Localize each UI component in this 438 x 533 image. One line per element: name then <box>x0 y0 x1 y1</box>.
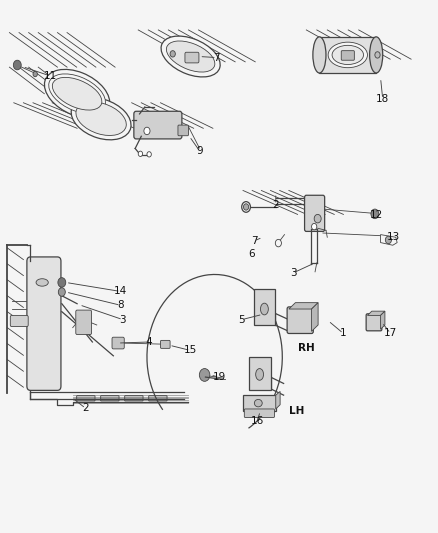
Text: 14: 14 <box>114 286 127 296</box>
Circle shape <box>244 204 249 210</box>
Ellipse shape <box>44 69 110 118</box>
Text: 2: 2 <box>272 200 279 210</box>
FancyBboxPatch shape <box>341 51 354 60</box>
Ellipse shape <box>332 45 364 64</box>
Text: 5: 5 <box>238 314 245 325</box>
Text: LH: LH <box>289 406 304 416</box>
Text: 13: 13 <box>387 232 400 243</box>
Text: 7: 7 <box>251 236 257 246</box>
FancyBboxPatch shape <box>366 314 382 331</box>
Text: 7: 7 <box>213 53 220 62</box>
Ellipse shape <box>256 368 264 380</box>
Text: 3: 3 <box>290 268 297 278</box>
FancyBboxPatch shape <box>11 316 28 327</box>
Circle shape <box>58 278 66 287</box>
Polygon shape <box>311 303 318 332</box>
Circle shape <box>199 368 210 381</box>
Polygon shape <box>381 311 385 329</box>
Polygon shape <box>276 391 280 409</box>
Circle shape <box>276 239 282 247</box>
Circle shape <box>311 223 317 230</box>
FancyBboxPatch shape <box>160 341 170 349</box>
Polygon shape <box>381 235 397 245</box>
Ellipse shape <box>370 37 383 73</box>
Circle shape <box>147 274 283 439</box>
Text: 11: 11 <box>44 71 57 81</box>
Circle shape <box>33 71 37 77</box>
Ellipse shape <box>254 399 262 407</box>
Polygon shape <box>319 37 376 73</box>
Ellipse shape <box>261 303 268 315</box>
FancyBboxPatch shape <box>249 357 271 390</box>
Text: 2: 2 <box>82 403 89 414</box>
FancyBboxPatch shape <box>77 395 95 401</box>
Circle shape <box>375 52 380 58</box>
FancyBboxPatch shape <box>27 257 61 390</box>
Ellipse shape <box>313 37 326 73</box>
Circle shape <box>144 127 150 135</box>
Text: 12: 12 <box>370 211 383 221</box>
Text: 19: 19 <box>212 372 226 382</box>
Text: 18: 18 <box>376 94 389 104</box>
Circle shape <box>13 60 21 70</box>
FancyBboxPatch shape <box>76 310 92 335</box>
Circle shape <box>314 214 321 223</box>
Circle shape <box>147 152 151 157</box>
Ellipse shape <box>328 42 367 68</box>
Ellipse shape <box>76 102 126 135</box>
Text: 17: 17 <box>384 328 397 338</box>
Text: 6: 6 <box>248 249 255 259</box>
FancyBboxPatch shape <box>185 52 199 63</box>
Text: 9: 9 <box>196 146 203 156</box>
Text: 3: 3 <box>120 314 126 325</box>
FancyBboxPatch shape <box>304 195 325 231</box>
Ellipse shape <box>53 77 102 110</box>
FancyBboxPatch shape <box>287 307 313 334</box>
FancyBboxPatch shape <box>244 409 275 417</box>
Ellipse shape <box>71 98 131 140</box>
Ellipse shape <box>161 36 220 77</box>
FancyBboxPatch shape <box>101 395 119 401</box>
Ellipse shape <box>49 74 106 114</box>
Polygon shape <box>367 311 385 316</box>
FancyBboxPatch shape <box>178 125 188 136</box>
Polygon shape <box>289 303 318 309</box>
FancyBboxPatch shape <box>134 111 182 139</box>
Circle shape <box>58 288 65 296</box>
FancyBboxPatch shape <box>149 395 167 401</box>
Text: 8: 8 <box>117 300 124 310</box>
Text: 15: 15 <box>184 345 197 356</box>
FancyBboxPatch shape <box>243 395 276 411</box>
Text: 4: 4 <box>146 337 152 347</box>
Text: 1: 1 <box>340 328 347 338</box>
Text: 16: 16 <box>251 416 264 426</box>
Ellipse shape <box>166 41 215 72</box>
Text: RH: RH <box>298 343 314 353</box>
FancyBboxPatch shape <box>254 289 275 325</box>
Circle shape <box>242 201 251 212</box>
Circle shape <box>385 236 392 244</box>
FancyBboxPatch shape <box>125 395 143 401</box>
Circle shape <box>138 151 143 157</box>
Circle shape <box>170 51 175 57</box>
Ellipse shape <box>36 279 48 286</box>
Circle shape <box>371 209 379 219</box>
FancyBboxPatch shape <box>112 337 124 349</box>
